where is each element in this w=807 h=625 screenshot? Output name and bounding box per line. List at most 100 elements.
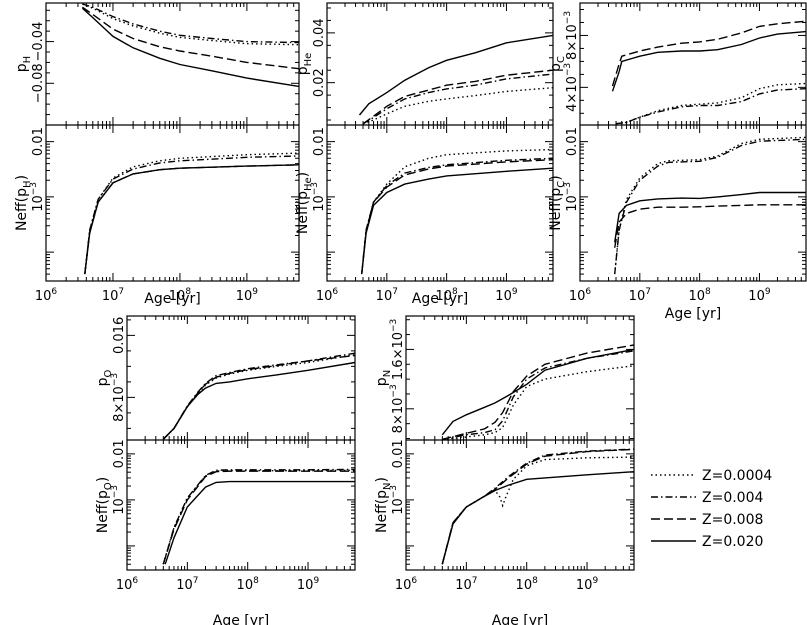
series-line-2 [441,448,634,565]
x-tick-label: 106 [395,576,418,593]
series-line-2 [82,3,299,44]
y-tick-label: 10−3 [389,485,406,515]
x-axis-ticks [126,440,356,570]
x-axis-ticks [579,3,807,125]
x-tick-label: 107 [102,287,124,304]
legend-item: Z=0.020 [651,534,763,550]
x-tick-label: 106 [35,287,58,304]
x-axis-ticks [126,316,356,440]
y-axis-ticks [327,7,553,121]
series-line-2 [362,73,553,125]
y-axis-label: pHe [295,53,314,76]
y-axis-label: Neff(pO) [95,477,114,533]
x-axis-label: Age [yr] [213,613,270,625]
y-axis-label: Neff(pN) [374,477,393,533]
series-line-1 [84,152,299,275]
series-group [81,3,299,88]
series-line-2 [84,155,299,275]
series-line-1 [615,82,806,125]
series-line-3 [162,470,355,565]
y-axis-ticks [127,453,355,571]
series-line-4 [162,361,355,440]
x-axis-ticks [405,440,635,570]
series-group [611,20,806,125]
y-axis-label: Neff(pH) [14,175,33,231]
series-line-4 [611,30,806,92]
y-axis-label: pN [374,370,393,386]
x-axis-ticks [326,125,554,281]
y-tick-label: 0.01 [112,439,127,468]
bottom-panel: 10−3 0.01 Neff(pN) [374,439,635,571]
y-tick-label: 10−3 [110,485,127,515]
chart-he: 0.02 0.04 pHe 10−3 0.01 Neff(pHe) 106 107 108 109… [295,2,554,307]
y-tick-label: 0.01 [565,127,580,156]
legend-item: Z=0.0004 [651,468,772,484]
x-tick-label: 106 [316,287,339,304]
series-line-3 [441,448,634,565]
x-axis-label: Age [yr] [144,291,201,307]
series-line-4 [358,34,553,116]
top-panel: 8×10−3 1.6×10−3pN [374,316,635,440]
series-line-4 [84,164,299,275]
y-tick-label: 4×10−3 [563,63,580,112]
series-line-2 [162,468,355,565]
y-tick-label: 10−3 [563,182,580,212]
plot-frame [126,315,356,571]
y-tick-label: 8×10−3 [110,373,127,422]
y-axis-label: pO [95,369,114,386]
y-axis-label: Neff(pC) [548,175,567,231]
series-line-3 [361,159,553,275]
legend-label: Z=0.0004 [702,468,772,484]
legend-label: Z=0.020 [702,534,763,550]
series-group [441,448,634,565]
x-tick-label: 109 [236,287,259,304]
legend-item: Z=0.008 [651,512,763,528]
series-line-1 [162,469,355,565]
x-tick-label: 108 [688,287,711,304]
series-line-1 [82,3,299,46]
x-axis-ticks [405,316,635,440]
y-tick-label: 1.6×10−3 [389,319,406,380]
bottom-panel: 10−3 0.01 Neff(pC) [548,125,807,282]
y-tick-label: 0.01 [391,439,406,468]
y-axis-ticks [46,141,299,282]
series-line-3 [442,344,634,440]
series-line-3 [614,204,806,248]
y-tick-label: 8×10−3 [563,11,580,60]
x-tick-label: 106 [116,576,139,593]
y-tick-label: 0.02 [312,68,327,97]
series-group [84,152,299,275]
y-tick-label: 0.04 [312,18,327,47]
y-axis-label: pH [14,56,33,72]
x-tick-label: 106 [569,287,592,304]
x-axis-ticks [326,3,554,125]
chart-n: 8×10−3 1.6×10−3pN 10−3 0.01 Neff(pN) 106 107 10… [374,315,635,625]
y-axis-ticks [327,141,553,282]
legend-label: Z=0.004 [702,490,763,506]
x-tick-label: 107 [455,576,477,593]
x-axis-label: Age [yr] [492,613,549,625]
series-line-3 [611,20,806,87]
series-line-2 [615,88,806,125]
x-tick-label: 107 [629,287,651,304]
plot-frame [45,2,300,282]
y-tick-label: 8×10−3 [389,384,406,433]
series-line-4 [441,348,634,436]
series-line-1 [361,148,553,275]
top-panel: 4×10−3 8×10−3pC [548,3,807,125]
y-axis-label: Neff(pHe) [295,172,314,234]
series-line-4 [164,480,355,565]
x-tick-label: 109 [748,287,771,304]
y-tick-label: −0.04 [31,22,46,62]
y-axis-ticks [127,319,355,429]
bottom-panel: 10−3 0.01 Neff(pHe) [295,125,554,282]
chart-o: 8×10−3 0.016 pO 10−3 0.01 Neff(pO) 106 107 108 10… [95,315,356,625]
x-tick-label: 107 [176,576,198,593]
x-tick-label: 109 [495,287,518,304]
y-axis-ticks [406,319,634,440]
y-tick-label: 0.016 [112,317,127,354]
x-tick-label: 107 [376,287,398,304]
series-group [614,136,806,275]
